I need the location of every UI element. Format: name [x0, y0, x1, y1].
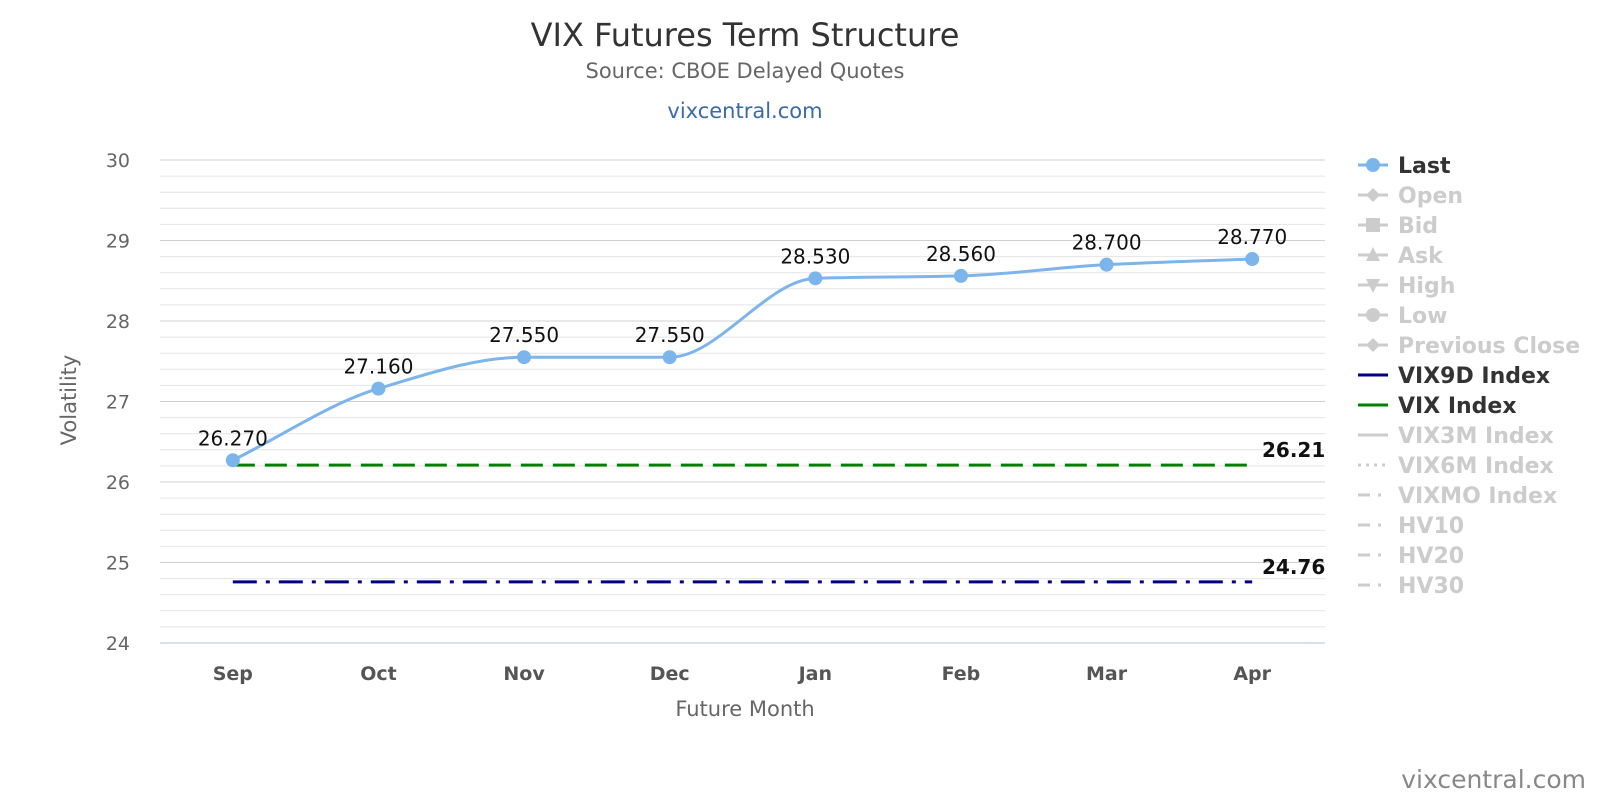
- watermark: vixcentral.com: [1401, 765, 1586, 794]
- series-last-line: [232, 257, 1253, 462]
- legend-label: Bid: [1398, 214, 1438, 239]
- legend-item-vix-index[interactable]: VIX Index: [1358, 394, 1517, 419]
- legend-symbol-marker: [1366, 247, 1380, 261]
- legend-label: VIX3M Index: [1398, 424, 1554, 449]
- series-layer: [225, 252, 1260, 584]
- legend-item-hv30[interactable]: HV30: [1358, 574, 1464, 599]
- source-link[interactable]: vixcentral.com: [667, 99, 822, 123]
- legend-label: HV30: [1398, 574, 1464, 599]
- legend-label: Last: [1398, 154, 1451, 179]
- x-tick-label: Mar: [1086, 663, 1128, 685]
- x-axis-title: Future Month: [675, 697, 814, 721]
- series-last-point: [953, 268, 968, 283]
- series-last-data-label: 27.550: [635, 323, 705, 347]
- legend-label: VIXMO Index: [1398, 484, 1557, 509]
- y-tick-label: 24: [106, 633, 130, 655]
- series-last-data-label: 28.700: [1072, 231, 1142, 255]
- label-layer: 26.21 24.76 26.270 27.160 27.550 27.550 28.530…: [198, 225, 1325, 579]
- series-last-point: [225, 453, 240, 468]
- legend-label: VIX Index: [1398, 394, 1517, 419]
- legend-item-vix6m-index[interactable]: VIX6M Index: [1358, 454, 1554, 479]
- y-tick-label: 29: [106, 231, 130, 253]
- legend-label: Low: [1398, 304, 1447, 329]
- y-axis-title: Volatility: [57, 355, 81, 446]
- x-tick-label: Jan: [797, 663, 832, 685]
- x-tick-label: Sep: [213, 663, 253, 685]
- legend-symbol-marker: [1366, 338, 1380, 352]
- legend-item-open[interactable]: Open: [1358, 184, 1463, 209]
- legend-label: Open: [1398, 184, 1463, 209]
- y-tick-label: 27: [106, 392, 130, 414]
- legend-symbol-marker: [1366, 218, 1380, 232]
- series-vix-index-end-label: 26.21: [1262, 438, 1325, 462]
- y-tick-label: 26: [106, 472, 130, 494]
- legend-item-bid[interactable]: Bid: [1358, 214, 1438, 239]
- series-last-data-label: 27.550: [489, 323, 559, 347]
- x-tick-label: Dec: [650, 663, 690, 685]
- legend-item-vixmo-index[interactable]: VIXMO Index: [1358, 484, 1557, 509]
- series-last-data-label: 28.770: [1217, 225, 1287, 249]
- x-tick-label: Oct: [360, 663, 397, 685]
- legend-item-vix9d-index[interactable]: VIX9D Index: [1358, 364, 1550, 389]
- legend-label: VIX9D Index: [1398, 364, 1550, 389]
- chart-subtitle: Source: CBOE Delayed Quotes: [586, 59, 905, 83]
- series-last-point: [662, 350, 677, 365]
- y-tick-label: 25: [106, 553, 130, 575]
- series-last-data-label: 28.560: [926, 242, 996, 266]
- legend-label: Previous Close: [1398, 334, 1580, 359]
- legend-item-previous-close[interactable]: Previous Close: [1358, 334, 1580, 359]
- series-last-point: [1099, 257, 1114, 272]
- legend-item-high[interactable]: High: [1358, 274, 1455, 299]
- y-tick-label: 28: [106, 311, 130, 333]
- series-last-data-label: 27.160: [343, 355, 413, 379]
- series-last-point: [1245, 252, 1260, 267]
- legend-item-last[interactable]: Last: [1358, 154, 1451, 179]
- series-vix9d-index-end-label: 24.76: [1262, 555, 1325, 579]
- legend-symbol-marker: [1366, 308, 1380, 322]
- chart-title: VIX Futures Term Structure: [531, 16, 960, 54]
- legend-label: HV10: [1398, 514, 1464, 539]
- x-tick-label: Feb: [942, 663, 981, 685]
- series-last-point: [808, 271, 823, 286]
- x-tick-label: Apr: [1233, 663, 1271, 685]
- series-last-data-label: 28.530: [780, 244, 850, 268]
- legend-item-low[interactable]: Low: [1358, 304, 1447, 329]
- legend-label: HV20: [1398, 544, 1464, 569]
- series-last-point: [517, 350, 532, 365]
- legend-item-hv20[interactable]: HV20: [1358, 544, 1464, 569]
- legend: Last Open Bid Ask High Low Previous Close VIX9D…: [1358, 154, 1580, 599]
- series-last-point: [371, 381, 386, 396]
- legend-item-hv10[interactable]: HV10: [1358, 514, 1464, 539]
- legend-label: High: [1398, 274, 1455, 299]
- axis-layer: 24 25 26 27 28 29 30 Sep Oct Nov Dec Jan Feb Mar Apr: [106, 150, 1325, 685]
- legend-item-vix3m-index[interactable]: VIX3M Index: [1358, 424, 1554, 449]
- legend-item-ask[interactable]: Ask: [1358, 244, 1444, 269]
- legend-label: VIX6M Index: [1398, 454, 1554, 479]
- grid-layer: [160, 159, 1325, 644]
- legend-label: Ask: [1398, 244, 1444, 269]
- legend-symbol-marker: [1366, 188, 1380, 202]
- legend-symbol-marker: [1366, 158, 1380, 172]
- y-tick-label: 30: [106, 150, 130, 172]
- series-last-data-label: 26.270: [198, 426, 268, 450]
- x-tick-label: Nov: [503, 663, 545, 685]
- legend-symbol-marker: [1366, 279, 1380, 293]
